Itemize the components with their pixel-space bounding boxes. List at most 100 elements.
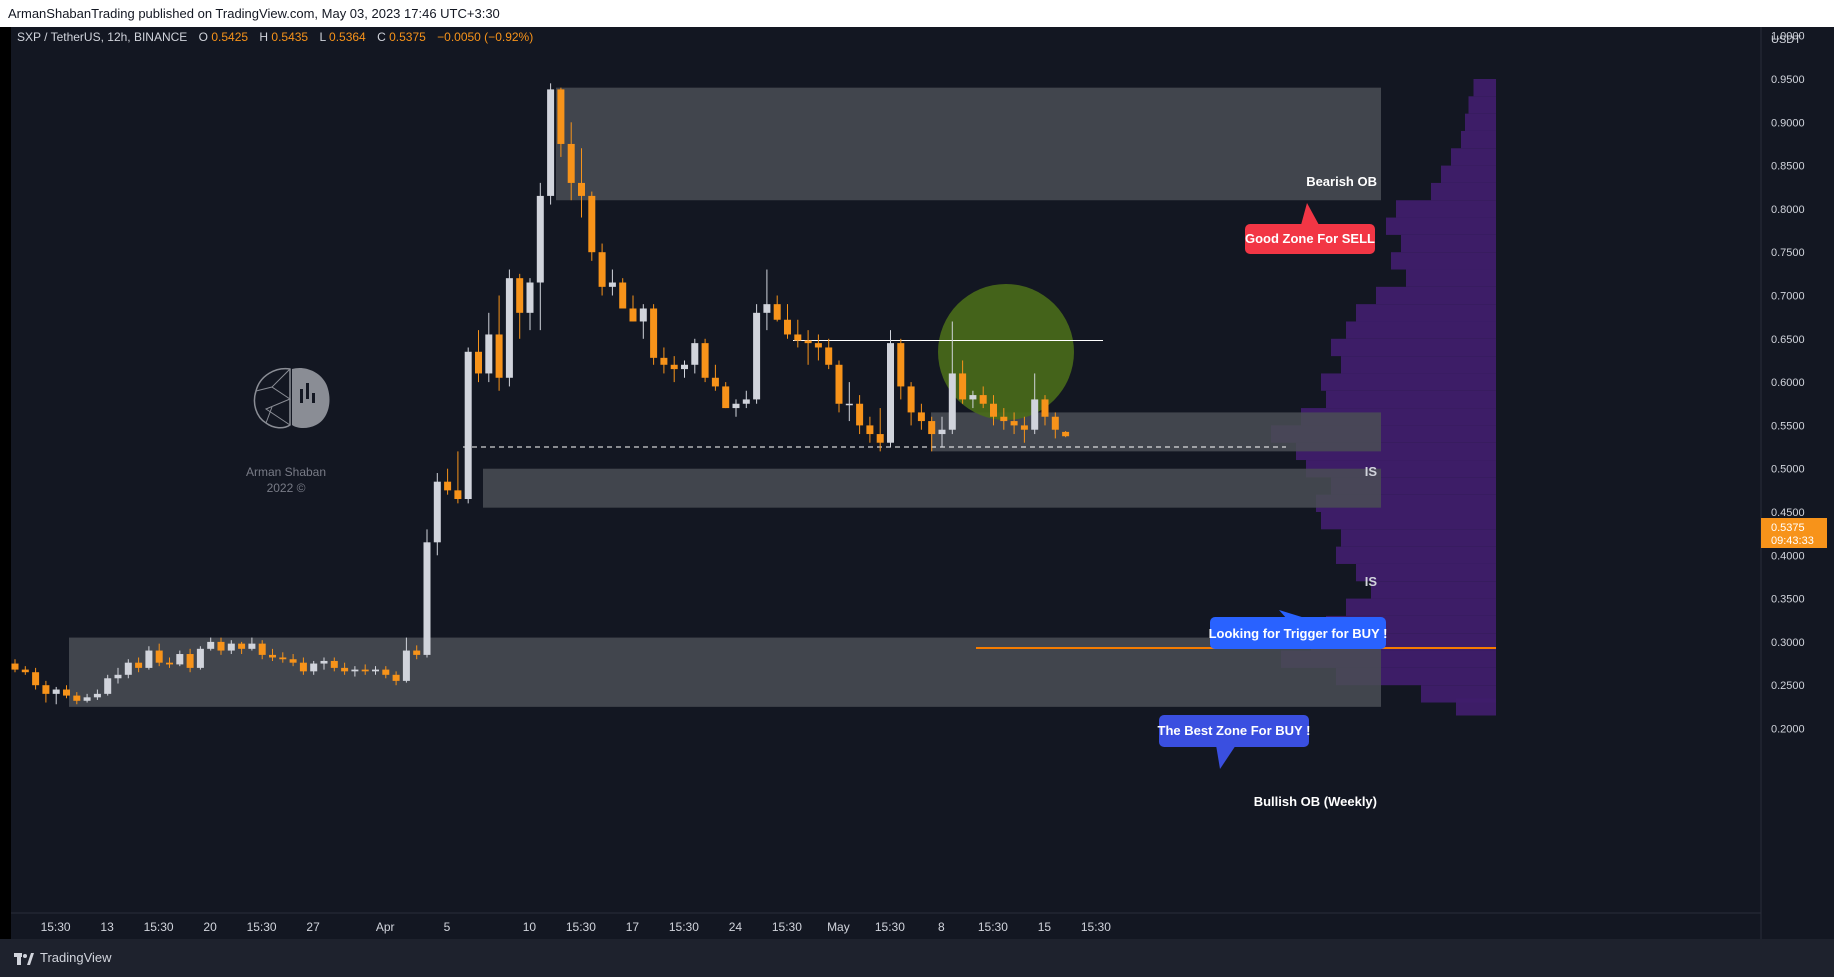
candle-body [691, 343, 699, 365]
volume-profile-bar [1356, 563, 1496, 582]
symbol-legend: SXP / TetherUS, 12h, BINANCE O 0.5425 H … [17, 30, 533, 44]
volume-profile-bar [1371, 581, 1496, 599]
candle-body [11, 663, 19, 670]
candle-body [670, 364, 678, 370]
candle-body [1020, 425, 1028, 430]
candle-body [196, 648, 204, 668]
legend-close-label: C [377, 30, 386, 44]
candle-body [969, 395, 977, 400]
candle-body [742, 399, 750, 404]
volume-profile-bar [1341, 356, 1496, 374]
candle-body [444, 481, 452, 491]
candle-body [258, 643, 266, 655]
candle-body [753, 312, 761, 400]
candle-body [526, 282, 534, 313]
volume-profile-bar [1346, 321, 1496, 339]
candle-body [876, 434, 884, 443]
candle-body [1062, 431, 1070, 437]
candle-body [217, 641, 225, 651]
candle-body [495, 334, 503, 378]
legend-low: 0.5364 [329, 30, 366, 44]
candle-body [814, 343, 822, 348]
candle-body [897, 343, 905, 387]
candle-body [505, 278, 513, 378]
time-tick-label: 15:30 [247, 920, 277, 934]
candle-body [650, 308, 658, 358]
candle-body [536, 195, 544, 283]
volume-profile-bar [1321, 373, 1496, 391]
candle-body [917, 412, 925, 422]
candle-body [639, 308, 647, 322]
time-tick-label: 13 [100, 920, 114, 934]
is-label-lower: IS [1365, 574, 1378, 589]
legend-symbol: SXP / TetherUS, 12h, BINANCE [17, 30, 187, 44]
candle-body [1051, 416, 1059, 430]
candle-body [279, 657, 287, 660]
volume-profile-bar [1401, 234, 1496, 253]
candle-body [73, 695, 81, 701]
time-tick-label: 10 [523, 920, 537, 934]
candle-body [382, 669, 390, 675]
candle-body [660, 357, 668, 365]
price-tick-label: 0.7000 [1771, 291, 1805, 303]
volume-profile-bar [1391, 252, 1496, 270]
time-tick-label: 20 [203, 920, 217, 934]
candle-body [475, 351, 482, 374]
candle-body [485, 334, 493, 374]
price-tick-label: 0.5500 [1771, 420, 1805, 432]
trigger-callout [1210, 617, 1386, 649]
candle-body [784, 319, 791, 335]
trigger-callout-text: Looking for Trigger for BUY ! [1209, 626, 1388, 641]
candle-body [804, 340, 812, 344]
candle-body [1010, 421, 1018, 426]
candle-body [794, 334, 802, 341]
zone-box [483, 468, 1381, 508]
best-buy-callout [1159, 715, 1309, 747]
candle-body [207, 641, 215, 649]
candle-body [52, 689, 60, 694]
candle-body [269, 654, 276, 658]
time-tick-label: 15:30 [875, 920, 905, 934]
time-tick-label: 15:30 [772, 920, 802, 934]
time-axis[interactable]: 15:30 13 15:30 20 15:30 27 Apr 5 10 15:30 17 15:30 2… [11, 912, 1761, 934]
svg-text:SXP / TetherUS, 12h, BINANCE: SXP / TetherUS, 12h, BINANCE O 0.5425 H … [17, 30, 533, 44]
candle-body [588, 195, 596, 253]
candle-body [114, 674, 122, 679]
candle-body [856, 403, 864, 426]
candle-body [104, 678, 112, 694]
candle-body [1000, 416, 1008, 422]
candle-body [63, 689, 70, 696]
price-tick-label: 0.4500 [1771, 507, 1805, 519]
candle-body [1041, 399, 1049, 417]
time-tick-label: 15:30 [669, 920, 699, 934]
volume-profile-bar [1456, 698, 1496, 716]
zone-box [556, 87, 1381, 201]
candle-body [289, 659, 297, 663]
price-tick-label: 1.0000 [1771, 31, 1805, 43]
bearish-ob-label: Bearish OB [1306, 174, 1377, 189]
price-axis[interactable]: USDT 1.0000 0.9500 0.9000 0.8500 0.8000 0.750… [1760, 27, 1834, 939]
candle-body [42, 685, 50, 694]
sell-callout-pointer [1301, 203, 1319, 225]
volume-profile-bar [1461, 130, 1496, 149]
candlestick-chart[interactable]: Arman Shaban 2022 © Bearish OB Good Zone … [11, 27, 1834, 939]
candle-body [166, 662, 173, 665]
candle-body [722, 386, 730, 409]
chart-frame[interactable]: Arman Shaban 2022 © Bearish OB Good Zone … [11, 27, 1834, 939]
time-tick-label: 15:30 [566, 920, 596, 934]
candle-body [701, 343, 709, 378]
legend-open-label: O [199, 30, 208, 44]
candle-body [907, 386, 915, 413]
highlight-circle [938, 284, 1074, 420]
candle-body [567, 143, 575, 183]
volume-profile-bar [1431, 182, 1496, 201]
candle-body [320, 660, 328, 664]
price-tick-label: 0.8500 [1771, 161, 1805, 173]
price-axis-currency: USDT [1771, 34, 1801, 46]
time-tick-label: 15:30 [978, 920, 1008, 934]
candle-body [578, 182, 585, 196]
publish-text: ArmanShabanTrading published on TradingV… [8, 6, 500, 21]
candle-body [392, 674, 400, 681]
candle-body [598, 252, 606, 287]
time-tick-label: 15 [1038, 920, 1052, 934]
